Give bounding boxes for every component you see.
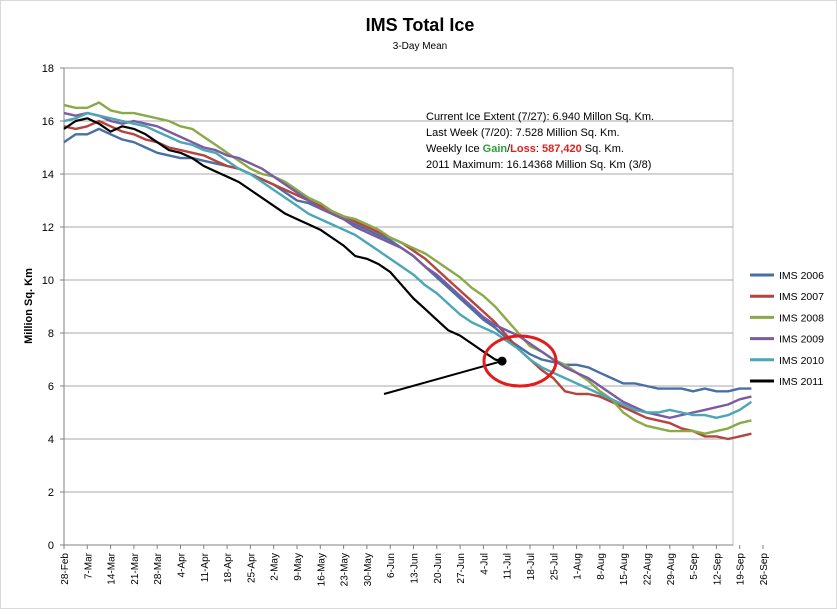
x-tick-label: 25-Jul bbox=[549, 553, 560, 580]
callout bbox=[383, 334, 558, 395]
y-axis-label: Million Sq. Km bbox=[23, 268, 35, 344]
x-tick-label: 29-Aug bbox=[666, 553, 677, 585]
x-tick-label: 15-Aug bbox=[619, 553, 630, 585]
x-tick-label: 14-Mar bbox=[107, 552, 118, 584]
y-tick-label: 16 bbox=[42, 116, 54, 128]
annotation-box: Current Ice Extent (7/27): 6.940 Millon … bbox=[426, 111, 654, 171]
x-tick-label: 23-May bbox=[340, 553, 351, 586]
annotation-current-extent: Current Ice Extent (7/27): 6.940 Millon … bbox=[426, 111, 654, 123]
y-tick-label: 12 bbox=[42, 222, 54, 234]
series-line-ims-2010 bbox=[63, 111, 753, 419]
series-line-ims-2009 bbox=[63, 111, 752, 419]
legend-label-ims-2006: IMS 2006 bbox=[779, 270, 824, 282]
x-tick-label: 22-Aug bbox=[643, 553, 654, 585]
legend: IMS 2006 IMS 2007 IMS 2008 IMS 2009 IMS 2010… bbox=[750, 270, 824, 388]
x-tick-label: 4-Apr bbox=[177, 552, 188, 577]
x-tick-label: 4-Jul bbox=[479, 553, 490, 575]
callout-arrow-line bbox=[383, 360, 503, 395]
y-tick-label: 0 bbox=[48, 540, 54, 552]
legend-label-ims-2011: IMS 2011 bbox=[779, 376, 823, 388]
x-tick-label: 12-Sep bbox=[712, 553, 723, 586]
x-tick-label: 25-Apr bbox=[246, 552, 257, 583]
y-tick-label: 6 bbox=[48, 381, 54, 393]
legend-label-ims-2007: IMS 2007 bbox=[779, 291, 824, 303]
chart-subtitle: 3-Day Mean bbox=[393, 41, 447, 52]
legend-label-ims-2008: IMS 2008 bbox=[779, 312, 824, 324]
x-tick-label: 11-Apr bbox=[200, 552, 211, 582]
annotation-colon: : bbox=[536, 143, 542, 155]
highlight-circle bbox=[482, 334, 558, 388]
legend-label-ims-2010: IMS 2010 bbox=[779, 355, 824, 367]
annotation-weekly-value: 587,420 bbox=[542, 143, 582, 155]
y-tick-label: 8 bbox=[48, 328, 54, 340]
y-tick-label: 14 bbox=[42, 169, 54, 181]
x-tick-label: 27-Jun bbox=[456, 553, 467, 584]
annotation-slash: / bbox=[507, 143, 511, 155]
y-tick-label: 18 bbox=[42, 63, 54, 75]
x-tick-label: 26-Sep bbox=[759, 553, 770, 586]
x-tick-label: 28-Feb bbox=[60, 553, 71, 585]
x-tick-label: 19-Sep bbox=[736, 553, 747, 586]
y-tick-label: 10 bbox=[42, 275, 54, 287]
chart-title: IMS Total Ice bbox=[366, 15, 475, 35]
x-tick-label: 20-Jun bbox=[433, 553, 444, 584]
x-tick-label: 16-May bbox=[316, 553, 327, 586]
x-tick-label: 13-Jun bbox=[410, 553, 421, 584]
annotation-weekly-suffix: Sq. Km. bbox=[582, 143, 624, 155]
x-tick-label: 2-May bbox=[270, 553, 281, 581]
series-line-ims-2008 bbox=[63, 101, 752, 435]
y-axis: 0 2 4 6 8 10 12 14 16 18 bbox=[42, 63, 65, 552]
x-tick-label: 28-Mar bbox=[153, 552, 164, 584]
x-tick-label: 18-Apr bbox=[223, 552, 234, 583]
x-tick-label: 30-May bbox=[363, 553, 374, 586]
annotation-weekly-prefix: Weekly Ice bbox=[426, 143, 483, 155]
y-tick-label: 4 bbox=[48, 434, 54, 446]
x-tick-label: 6-Jun bbox=[386, 553, 397, 578]
x-tick-label: 1-Aug bbox=[573, 553, 584, 580]
annotation-maximum: 2011 Maximum: 16.14368 Million Sq. Km (3… bbox=[426, 159, 651, 171]
y-tick-label: 2 bbox=[48, 487, 54, 499]
annotation-last-week: Last Week (7/20): 7.528 Million Sq. Km. bbox=[426, 127, 620, 139]
series-lines bbox=[63, 101, 753, 441]
annotation-weekly-change: Weekly Ice Gain/Loss: 587,420 Sq. Km. bbox=[426, 143, 624, 155]
current-value-marker bbox=[497, 356, 507, 366]
x-tick-label: 11-Jul bbox=[503, 553, 514, 580]
annotation-loss-word: Loss bbox=[510, 143, 536, 155]
x-tick-label: 21-Mar bbox=[130, 552, 141, 584]
x-tick-label: 18-Jul bbox=[526, 553, 537, 580]
annotation-gain-word: Gain bbox=[483, 143, 508, 155]
x-tick-label: 9-May bbox=[293, 553, 304, 581]
x-tick-label: 8-Aug bbox=[596, 553, 607, 580]
series-line-ims-2011 bbox=[63, 117, 503, 363]
legend-label-ims-2009: IMS 2009 bbox=[779, 334, 824, 346]
x-axis: 28-Feb 7-Mar 14-Mar 21-Mar 28-Mar 4-Apr 11-Apr… bbox=[60, 544, 770, 586]
x-tick-label: 7-Mar bbox=[83, 552, 94, 579]
x-tick-label: 5-Sep bbox=[689, 553, 700, 580]
